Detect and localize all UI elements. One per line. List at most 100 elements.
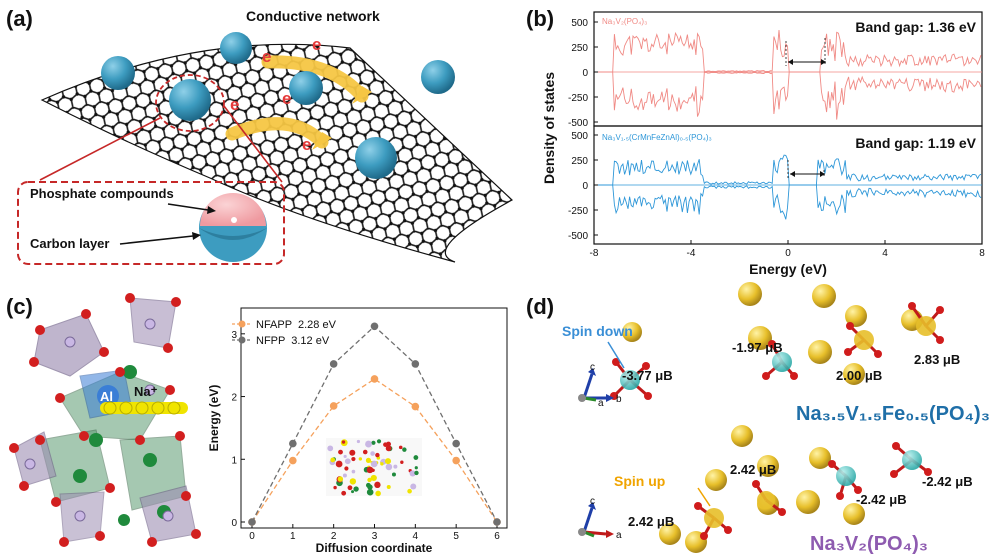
y-tick-label: -250	[568, 206, 588, 217]
inset-atom	[337, 476, 344, 482]
moment-label: 2.00 μB	[836, 368, 882, 383]
legend-nfpp: NFPP 3.12 eV	[256, 335, 330, 347]
inset-atom	[376, 439, 382, 444]
inset-atom	[370, 474, 377, 482]
x-tick-label: 0	[249, 531, 255, 542]
inset-atom	[349, 449, 356, 456]
inset-atom	[402, 447, 407, 452]
x-tick-label: 1	[290, 531, 296, 542]
data-point	[289, 439, 297, 448]
dos-trace-down	[594, 184, 982, 220]
data-point	[370, 322, 379, 331]
y-tick-label: 0	[231, 518, 237, 529]
y-tick-label: 500	[571, 131, 588, 142]
electron-flow-arrow-1	[261, 55, 369, 103]
inset-atom	[347, 485, 353, 491]
moment-label: -2.42 μB	[856, 492, 907, 507]
x-tick-label: 4	[413, 531, 419, 542]
inset-atom	[362, 449, 368, 455]
spin-cloud	[916, 316, 936, 336]
x-tick-label: 2	[331, 531, 337, 542]
dos-top-compound: Na₃V₂(PO₄)₃	[602, 17, 647, 26]
x-tick-label: 8	[979, 248, 985, 259]
graphene-illustration: e e e e e	[17, 32, 514, 265]
panel-c: (c) Al Na⁺	[0, 280, 520, 558]
data-point	[411, 360, 420, 368]
particle-sphere	[101, 56, 135, 90]
electron-label: e	[282, 89, 291, 108]
spin-cloud	[757, 491, 775, 509]
y-tick-label: 1	[231, 455, 237, 466]
inset-atom	[398, 445, 403, 450]
inset-atom	[349, 478, 357, 485]
y-tick-label: 3	[231, 330, 237, 341]
inset-atom	[335, 460, 343, 468]
x-tick-label: 4	[882, 248, 888, 259]
data-point	[452, 439, 460, 448]
inset-atom	[391, 472, 396, 477]
axis-label-a: a	[616, 530, 622, 541]
chart-legend: NFAPP 2.28 eV NFPP 3.12 eV	[232, 319, 337, 347]
particle-sphere	[289, 71, 323, 105]
inset-atom	[386, 484, 391, 489]
spin-down-label: Spin down	[562, 323, 633, 339]
inset-atom	[367, 477, 372, 483]
axis-triad-bottom: c a	[578, 496, 622, 541]
inset-atom	[393, 464, 398, 469]
axis-label-c: c	[590, 362, 595, 373]
atom-label-al: Al	[100, 389, 113, 404]
dos-ylabel: Density of states	[541, 72, 557, 184]
y-tick-label: 250	[571, 43, 588, 54]
panel-d-label: (d)	[526, 294, 555, 319]
electron-label: e	[302, 135, 311, 154]
data-point	[248, 518, 256, 526]
y-tick-label: 2	[231, 393, 237, 404]
moment-label: -3.77 μB	[622, 368, 673, 383]
inset-atom	[383, 442, 388, 447]
y-tick-label: 500	[571, 18, 588, 29]
data-point	[452, 456, 460, 465]
spin-cloud	[772, 352, 792, 372]
y-tick-label: 0	[582, 68, 588, 79]
crystal-structure: Al Na⁺	[9, 293, 201, 547]
spin-cloud	[704, 508, 724, 528]
data-point	[493, 518, 501, 526]
inset-atom	[341, 440, 346, 444]
moment-label: -2.42 μB	[922, 474, 973, 489]
legend-nfapp: NFAPP 2.28 eV	[256, 319, 337, 331]
inset-atom	[385, 458, 392, 465]
inset-atom	[343, 454, 347, 459]
dos-xlabel: Energy (eV)	[749, 261, 827, 277]
inset-atom	[365, 440, 372, 448]
x-tick-label: 0	[785, 248, 791, 259]
spin-cloud	[854, 330, 874, 350]
inset-atom	[341, 490, 347, 496]
inset-structure	[326, 438, 422, 497]
inset-atom	[351, 490, 355, 494]
particle-sphere	[355, 137, 397, 179]
panel-c-label: (c)	[6, 294, 33, 319]
inset-atom	[344, 458, 351, 465]
inset-atom	[327, 445, 334, 452]
inset-atom	[353, 486, 359, 492]
y-tick-label: 250	[571, 156, 588, 167]
inset-atom	[366, 466, 374, 474]
spin-cloud	[902, 450, 922, 470]
y-tick-label: -250	[568, 93, 588, 104]
panel-d: (d)	[520, 280, 991, 558]
inset-atom	[351, 456, 356, 462]
inset-atom	[385, 463, 393, 471]
inset-atom	[410, 483, 417, 490]
formula-top: Na₃.₅V₁.₅Fe₀.₅(PO₄)₃	[796, 403, 990, 425]
data-point	[289, 456, 297, 465]
inset-atom	[367, 484, 373, 490]
dos-bottom-compound: Na₃V₁.₅(CrMnFeZnAl)₀.₅(PO₄)₃	[602, 133, 712, 142]
x-tick-label: -4	[687, 248, 696, 259]
data-point	[329, 402, 338, 410]
particle-sphere	[421, 60, 455, 94]
spin-up-label: Spin up	[614, 473, 665, 489]
inset-atom	[413, 455, 419, 460]
inset-atom	[333, 485, 337, 490]
spin-cloud	[620, 370, 640, 390]
electron-label: e	[230, 95, 239, 114]
